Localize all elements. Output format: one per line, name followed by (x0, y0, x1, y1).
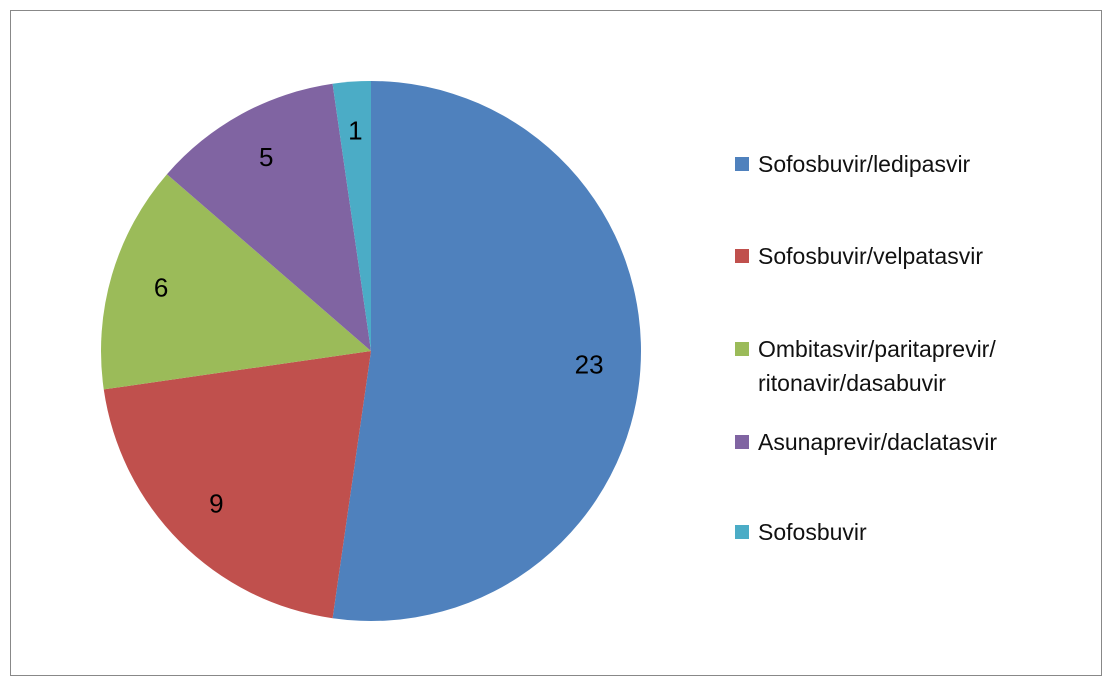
legend-swatch (735, 435, 749, 449)
legend-label: Sofosbuvir/ledipasvir (758, 151, 971, 177)
data-label: 9 (209, 489, 223, 519)
legend-item: Asunaprevir/daclatasvir (735, 425, 1065, 459)
legend-label: Ombitasvir/paritaprevir/ritonavir/dasabu… (758, 336, 996, 396)
data-label: 23 (575, 349, 604, 379)
data-label: 5 (259, 142, 273, 172)
pie-slice (166, 83, 371, 352)
legend-item: Sofosbuvir (735, 515, 1065, 549)
data-label: 6 (154, 272, 168, 302)
legend-item: Sofosbuvir/ledipasvir (735, 147, 1065, 181)
legend-item: Sofosbuvir/velpatasvir (735, 239, 1065, 273)
data-label: 1 (348, 116, 362, 146)
pie-slice (332, 81, 641, 621)
legend-label: Asunaprevir/daclatasvir (758, 429, 998, 455)
legend-label: Sofosbuvir/velpatasvir (758, 243, 983, 269)
pie-slice (100, 174, 371, 390)
chart-frame (10, 10, 1102, 676)
legend-swatch (735, 157, 749, 171)
legend-swatch (735, 342, 749, 356)
pie-slice (332, 81, 371, 351)
legend-swatch (735, 249, 749, 263)
legend-swatch (735, 525, 749, 539)
pie-slice (103, 351, 372, 619)
legend-item: Ombitasvir/paritaprevir/ritonavir/dasabu… (735, 332, 1065, 400)
legend-label: Sofosbuvir (758, 519, 867, 545)
